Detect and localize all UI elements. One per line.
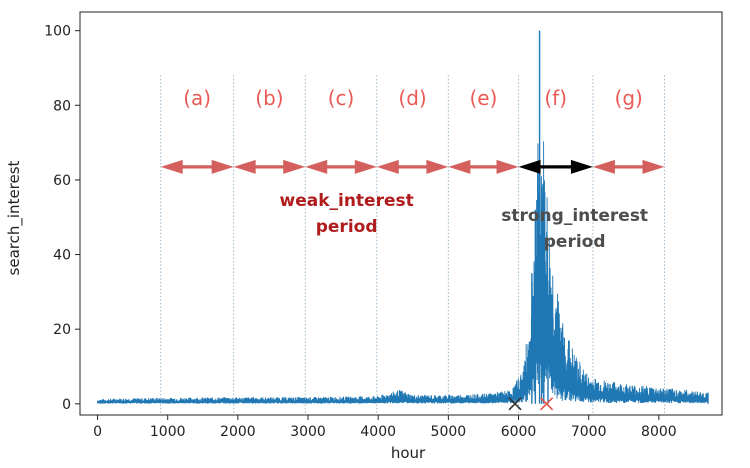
markers-layer bbox=[508, 397, 554, 411]
x-tick-label: 8000 bbox=[641, 424, 677, 440]
y-axis-label: search_interest bbox=[5, 160, 24, 275]
arrow-head-right bbox=[354, 159, 377, 174]
arrow-head-left bbox=[233, 159, 256, 174]
period-label-line1: strong_interest bbox=[501, 206, 648, 226]
x-tick-label: 0 bbox=[93, 424, 102, 440]
x-axis-label: hour bbox=[391, 444, 426, 462]
y-tick-label: 40 bbox=[53, 248, 71, 264]
segment-arrow bbox=[233, 159, 306, 174]
period-label-line2: period bbox=[544, 232, 606, 252]
y-tick-label: 100 bbox=[44, 24, 71, 40]
segment-arrow bbox=[160, 159, 234, 174]
axes: 0 1000 2000 3000 4000 5000 6000 7000 8000 0 20 40 60… bbox=[44, 11, 723, 440]
segment-label: (b) bbox=[255, 86, 283, 110]
segment-arrow bbox=[448, 159, 519, 174]
x-tick-label: 7000 bbox=[571, 424, 607, 440]
segment-arrows bbox=[160, 159, 665, 174]
x-tick-label: 4000 bbox=[360, 424, 396, 440]
series-line bbox=[97, 141, 709, 404]
arrow-head-left bbox=[592, 159, 615, 174]
segment-arrow bbox=[376, 159, 449, 174]
x-tick-label: 3000 bbox=[290, 424, 326, 440]
arrow-head-right bbox=[426, 159, 449, 174]
segment-arrow bbox=[305, 159, 377, 174]
y-tick-label: 80 bbox=[53, 98, 71, 114]
arrow-head-right bbox=[570, 159, 593, 174]
segment-label: (d) bbox=[398, 86, 426, 110]
period-label-line2: period bbox=[316, 217, 378, 237]
segment-arrow bbox=[518, 159, 593, 174]
segment-label: (e) bbox=[469, 86, 497, 110]
series-layer bbox=[97, 30, 709, 404]
period-label-line1: weak_interest bbox=[279, 191, 413, 211]
x-marker bbox=[540, 397, 554, 411]
y-tick-label: 20 bbox=[53, 322, 71, 338]
x-tick-label: 1000 bbox=[150, 424, 186, 440]
x-marker bbox=[508, 397, 522, 411]
y-tick-label: 60 bbox=[53, 173, 71, 189]
arrow-head-right bbox=[642, 159, 665, 174]
arrow-head-left bbox=[305, 159, 328, 174]
arrow-head-right bbox=[211, 159, 234, 174]
segment-label: (a) bbox=[183, 86, 211, 110]
boundary-lines bbox=[160, 75, 665, 415]
x-marker-stroke bbox=[540, 397, 554, 411]
arrow-head-left bbox=[448, 159, 471, 174]
arrow-head-right bbox=[283, 159, 306, 174]
segment-label: (c) bbox=[328, 86, 355, 110]
segment-label: (f) bbox=[544, 86, 567, 110]
x-tick-label: 5000 bbox=[431, 424, 467, 440]
segment-label: (g) bbox=[615, 86, 643, 110]
arrow-head-left bbox=[376, 159, 399, 174]
y-tick-label: 0 bbox=[62, 397, 71, 413]
x-tick-label: 2000 bbox=[220, 424, 256, 440]
x-tick-label: 6000 bbox=[501, 424, 537, 440]
segment-labels: (a) (b) (c) (d) (e) (f) (g) bbox=[183, 86, 643, 110]
plot-frame bbox=[79, 11, 723, 416]
arrow-head-left bbox=[518, 159, 541, 174]
arrow-head-left bbox=[160, 159, 183, 174]
arrow-head-right bbox=[496, 159, 519, 174]
x-marker-stroke bbox=[508, 397, 522, 411]
segment-arrow bbox=[592, 159, 665, 174]
